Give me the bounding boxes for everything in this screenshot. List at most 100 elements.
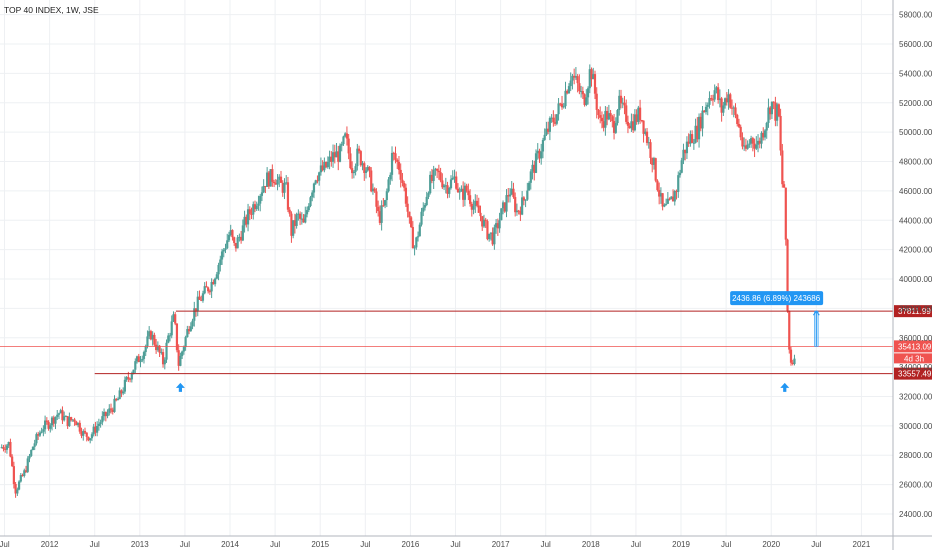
candle (45, 417, 48, 425)
candle-body (44, 420, 47, 430)
candle (436, 168, 439, 179)
y-tick-label: 24000.00 (899, 510, 932, 519)
candle-body (380, 205, 383, 223)
candle-body (737, 123, 741, 127)
candle (543, 128, 546, 141)
candle-body (529, 171, 532, 183)
candle-body (423, 204, 427, 208)
candle-body (364, 170, 368, 173)
candle (559, 102, 562, 107)
candle-body (132, 369, 135, 375)
candle-body (298, 213, 302, 219)
candle-body (621, 102, 624, 104)
candle (184, 335, 187, 351)
candle (182, 345, 185, 355)
candle (298, 211, 302, 226)
candle-body (689, 134, 692, 144)
candle-body (723, 98, 727, 106)
up-arrow-icon[interactable] (780, 382, 790, 392)
level-price-label: 37811.99 (898, 307, 931, 316)
candle (125, 376, 128, 382)
candle-body (111, 409, 114, 412)
candle-body (330, 156, 333, 162)
candle-body (217, 265, 220, 275)
candle (793, 354, 796, 366)
arrow-markers[interactable] (175, 382, 790, 392)
candle (460, 185, 463, 192)
candle (307, 203, 310, 213)
candle (349, 147, 352, 170)
candle-body (293, 220, 296, 226)
candle-body (201, 293, 205, 301)
candle (618, 89, 621, 116)
candle-body (116, 399, 120, 401)
candle-body (397, 161, 401, 170)
candle-body (420, 211, 423, 225)
candle-body (782, 184, 786, 188)
candle (267, 170, 270, 189)
candle-body (61, 410, 64, 421)
candle (455, 171, 458, 190)
candle-body (382, 205, 385, 207)
candle (751, 136, 754, 152)
candle-body (156, 345, 159, 351)
candle-body (137, 356, 140, 363)
candle-body (278, 176, 281, 180)
candle (203, 282, 206, 295)
candle (465, 183, 468, 193)
candle (286, 176, 290, 213)
candle-body (399, 169, 402, 180)
candle-body (453, 176, 456, 178)
up-arrow-icon[interactable] (175, 382, 185, 392)
candle-body (130, 374, 133, 380)
candle (408, 211, 411, 224)
candle (550, 114, 553, 123)
candle-body (174, 314, 177, 324)
candle-body (21, 475, 24, 477)
candle (54, 416, 57, 430)
candle-body (54, 416, 57, 424)
candle-body (269, 169, 272, 187)
candle (434, 167, 437, 176)
candle (361, 160, 364, 171)
measure-tool[interactable]: 2436.86 (6.89%) 243686 (730, 291, 824, 347)
candle (89, 438, 92, 444)
candle (285, 175, 288, 185)
candle-body (743, 145, 746, 147)
candle-body (772, 101, 775, 103)
candle (233, 236, 236, 246)
candle (772, 101, 775, 110)
candle-body (585, 97, 588, 105)
candle-body (238, 236, 241, 238)
candle-body (602, 121, 605, 128)
candle (19, 473, 22, 483)
candle-body (165, 342, 168, 360)
candle-body (413, 247, 416, 249)
candle-body (295, 214, 298, 226)
candle (96, 421, 99, 437)
candle (200, 295, 203, 302)
candle (769, 106, 772, 120)
candle-body (207, 287, 210, 292)
candle (462, 181, 465, 207)
candle (120, 389, 123, 398)
candle (595, 87, 598, 119)
candle-body (595, 93, 598, 110)
candle-body (246, 209, 250, 225)
candle-body (547, 128, 550, 132)
candle-body (441, 180, 444, 188)
candle-body (482, 219, 486, 227)
candle (366, 165, 369, 172)
candle-body (196, 296, 199, 312)
candle-body (682, 149, 685, 161)
candle-body (789, 349, 793, 363)
candle (411, 221, 414, 249)
candle (111, 407, 114, 415)
horizontal-levels[interactable]: 37811.99 35413.09 33557.49 4d 3h (0, 305, 932, 380)
candle-body (326, 161, 329, 168)
candle (782, 181, 786, 188)
candle (574, 67, 578, 80)
candle (226, 233, 229, 250)
candle (512, 182, 515, 199)
